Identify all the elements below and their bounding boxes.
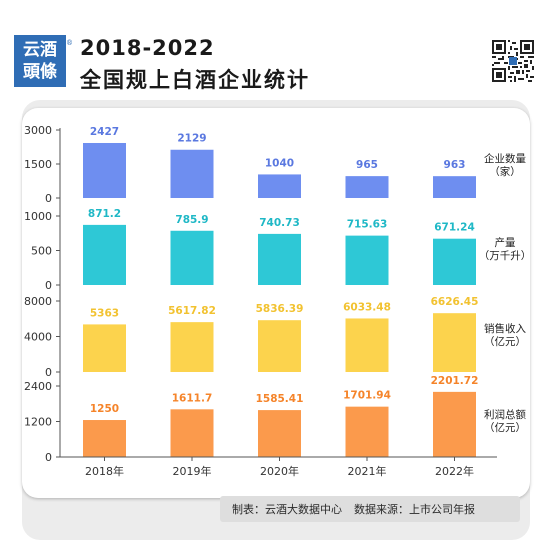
- data-label: 785.9: [175, 214, 208, 226]
- logo-text-bottom: 頭條: [23, 62, 57, 82]
- data-label: 1585.41: [256, 393, 304, 405]
- footer-credits: 制表：云酒大数据中心 数据来源：上市公司年报: [220, 496, 520, 522]
- bar-3-4: [345, 318, 389, 372]
- title-years: 2018-2022: [80, 36, 215, 60]
- y-tick-label: 1000: [24, 210, 52, 223]
- logo-text-top: 云酒: [23, 40, 57, 60]
- bar-2-5: [433, 238, 476, 285]
- bar-4-5: [433, 391, 476, 457]
- bar-3-5: [433, 313, 476, 372]
- data-label: 2201.72: [431, 375, 479, 387]
- x-tick-label: 2018年: [85, 464, 124, 478]
- data-label: 715.63: [347, 219, 388, 231]
- bar-4-3: [258, 410, 301, 457]
- y-tick-label: 4000: [24, 331, 52, 344]
- bar-3-3: [258, 320, 301, 372]
- series-name-label: （家）: [489, 165, 521, 178]
- series-name-label: （万千升）: [479, 250, 532, 262]
- y-tick-label: 1500: [24, 158, 52, 171]
- y-tick-label: 0: [45, 451, 52, 464]
- data-label: 1250: [90, 403, 119, 415]
- y-tick-label: 2400: [24, 380, 52, 393]
- bar-1-1: [83, 142, 126, 198]
- data-label: 871.2: [88, 208, 121, 220]
- bar-3-1: [83, 324, 126, 372]
- bar-3-2: [170, 322, 214, 372]
- page-title: 全国规上白酒企业统计: [80, 68, 310, 92]
- x-tick-label: 2020年: [260, 464, 299, 478]
- data-label: 671.24: [434, 222, 475, 234]
- y-tick-label: 8000: [24, 295, 52, 308]
- data-label: 5363: [90, 307, 119, 319]
- bar-2-4: [345, 235, 389, 285]
- data-label: 963: [444, 159, 466, 171]
- series-name-label: 产量: [495, 236, 516, 249]
- data-label: 2129: [177, 133, 206, 145]
- y-tick-label: 0: [45, 366, 52, 379]
- y-tick-label: 3000: [24, 124, 52, 137]
- series-name-label: （亿元）: [484, 421, 526, 434]
- footer-maker: 制表：云酒大数据中心: [232, 503, 342, 516]
- bar-2-1: [83, 224, 126, 285]
- data-label: 1611.7: [172, 392, 213, 404]
- bar-1-5: [433, 176, 476, 198]
- y-tick-label: 0: [45, 192, 52, 205]
- series-name-label: 销售收入: [484, 322, 526, 335]
- data-label: 5617.82: [168, 305, 216, 317]
- data-label: 965: [356, 159, 378, 171]
- footer-source: 数据来源：上市公司年报: [354, 503, 475, 516]
- bar-4-4: [345, 406, 389, 457]
- registered-mark: ®: [66, 39, 73, 47]
- series-name-label: 企业数量: [484, 152, 526, 165]
- x-tick-label: 2021年: [348, 464, 387, 478]
- y-tick-label: 1200: [24, 416, 52, 429]
- bar-1-2: [170, 149, 214, 198]
- y-tick-label: 500: [31, 245, 52, 258]
- bar-1-3: [258, 174, 301, 198]
- bar-2-3: [258, 233, 301, 285]
- x-tick-label: 2019年: [173, 464, 212, 478]
- x-tick-label: 2022年: [435, 464, 474, 478]
- series-name-label: 利润总额: [484, 408, 526, 421]
- data-label: 6033.48: [343, 301, 391, 313]
- data-label: 1040: [265, 157, 294, 169]
- data-label: 740.73: [259, 217, 300, 229]
- data-label: 2427: [90, 126, 119, 138]
- data-label: 1701.94: [343, 390, 391, 402]
- qr-code-icon: [492, 40, 534, 82]
- bar-4-1: [83, 420, 126, 457]
- data-label: 6626.45: [431, 296, 479, 308]
- bar-4-2: [170, 409, 214, 457]
- bar-1-4: [345, 176, 389, 198]
- data-label: 5836.39: [256, 303, 304, 315]
- yunjiu-logo: 云酒 頭條 ®: [14, 35, 73, 87]
- y-tick-label: 0: [45, 279, 52, 292]
- bar-2-2: [170, 230, 214, 285]
- series-name-label: （亿元）: [484, 335, 526, 348]
